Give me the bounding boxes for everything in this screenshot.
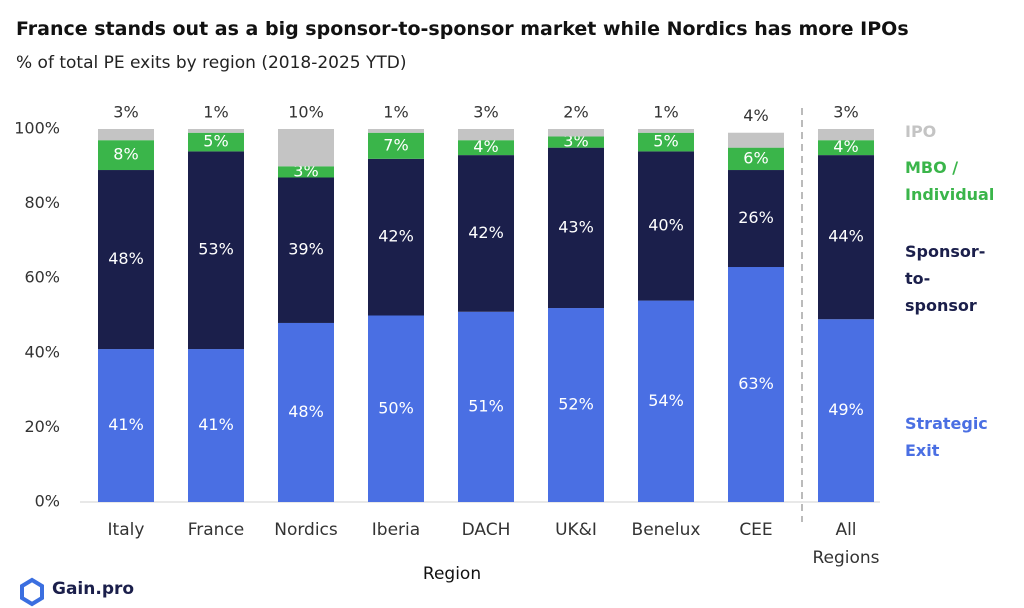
data-label: 4% xyxy=(833,137,858,156)
data-label: 63% xyxy=(738,374,774,393)
bar-segment xyxy=(458,129,514,141)
data-label: 42% xyxy=(468,223,504,242)
bar-segment xyxy=(368,132,424,159)
bar-segment xyxy=(188,349,244,502)
data-label: 7% xyxy=(383,135,408,154)
data-label: 3% xyxy=(833,103,858,122)
data-label: 42% xyxy=(378,227,414,246)
bar-segment xyxy=(188,132,244,152)
data-label: 3% xyxy=(473,103,498,122)
x-tick-label: Nordics xyxy=(274,520,338,540)
bar-segment xyxy=(368,315,424,502)
bar-segment xyxy=(548,136,604,148)
data-label: 4% xyxy=(743,106,768,125)
bar-segment xyxy=(278,166,334,178)
bar-segment xyxy=(818,140,874,156)
logo-icon xyxy=(20,577,44,607)
bar-segment xyxy=(818,129,874,141)
data-label: 53% xyxy=(198,240,234,259)
data-label: 1% xyxy=(203,103,228,122)
x-tick-label: DACH xyxy=(461,520,511,540)
data-label: 39% xyxy=(288,240,324,259)
bar-segment xyxy=(638,132,694,152)
chart-title: France stands out as a big sponsor-to-sp… xyxy=(16,18,909,40)
y-tick-label: 40% xyxy=(24,342,60,361)
bar-segment xyxy=(98,129,154,141)
bar-segment xyxy=(188,151,244,350)
bar-segment xyxy=(458,140,514,156)
legend-label: Sponsor-to- sponsor xyxy=(905,242,986,315)
data-label: 5% xyxy=(203,132,228,151)
logo-mark xyxy=(20,577,44,607)
x-tick-label: All Regions xyxy=(812,520,880,568)
bar-segment xyxy=(188,129,244,133)
x-tick-label: CEE xyxy=(739,520,773,540)
bar-segment xyxy=(98,140,154,171)
legend-label: Strategic Exit xyxy=(905,414,988,460)
data-label: 41% xyxy=(198,415,234,434)
data-label: 4% xyxy=(473,137,498,156)
bar-segment xyxy=(728,132,784,148)
bar-segment xyxy=(638,151,694,301)
data-label: 48% xyxy=(288,402,324,421)
y-tick-label: 20% xyxy=(24,417,60,436)
x-tick-label: Benelux xyxy=(631,520,701,540)
bar-segment xyxy=(458,155,514,312)
data-label: 51% xyxy=(468,396,504,415)
data-label: 8% xyxy=(113,145,138,164)
data-label: 1% xyxy=(653,103,678,122)
data-label: 1% xyxy=(383,103,408,122)
data-label: 54% xyxy=(648,391,684,410)
data-label: 44% xyxy=(828,227,864,246)
bar-segment xyxy=(818,319,874,502)
bar-segment xyxy=(638,129,694,133)
data-label: 43% xyxy=(558,217,594,236)
legend-label: IPO xyxy=(905,122,937,141)
bar-segment xyxy=(548,129,604,137)
bar-segment xyxy=(638,300,694,502)
chart-subtitle: % of total PE exits by region (2018-2025… xyxy=(16,53,407,73)
data-label: 50% xyxy=(378,398,414,417)
data-label: 52% xyxy=(558,395,594,414)
bar-segment xyxy=(818,155,874,320)
data-label: 48% xyxy=(108,249,144,268)
x-tick-label: France xyxy=(187,520,245,540)
data-label: 2% xyxy=(563,103,588,122)
data-label: 26% xyxy=(738,208,774,227)
logo-text: Gain.pro xyxy=(52,579,135,599)
bar-segment xyxy=(98,349,154,502)
y-tick-label: 60% xyxy=(24,268,60,287)
data-label: 40% xyxy=(648,215,684,234)
bar-segment xyxy=(278,129,334,167)
data-label: 3% xyxy=(113,103,138,122)
bar-segment xyxy=(728,170,784,268)
x-axis-label: Region xyxy=(422,564,482,584)
y-tick-label: 80% xyxy=(24,193,60,212)
bar-segment xyxy=(458,311,514,502)
x-tick-label: Italy xyxy=(107,520,145,540)
data-label: 41% xyxy=(108,415,144,434)
x-tick-label: Iberia xyxy=(371,520,421,540)
data-label: 5% xyxy=(653,132,678,151)
bar-segment xyxy=(548,147,604,309)
bar-segment xyxy=(278,177,334,323)
bar-segment xyxy=(728,147,784,171)
x-tick-label: UK&I xyxy=(555,520,597,540)
bar-segment xyxy=(548,308,604,502)
legend-label: MBO / Individual xyxy=(905,158,995,204)
data-label: 10% xyxy=(288,103,324,122)
y-tick-label: 100% xyxy=(14,119,60,138)
data-label: 49% xyxy=(828,400,864,419)
y-tick-label: 0% xyxy=(35,492,60,511)
bar-segment xyxy=(278,322,334,502)
bar-segment xyxy=(368,129,424,133)
bar-segment xyxy=(98,170,154,350)
bar-segment xyxy=(368,158,424,316)
data-label: 6% xyxy=(743,148,768,167)
bar-segment xyxy=(728,267,784,502)
